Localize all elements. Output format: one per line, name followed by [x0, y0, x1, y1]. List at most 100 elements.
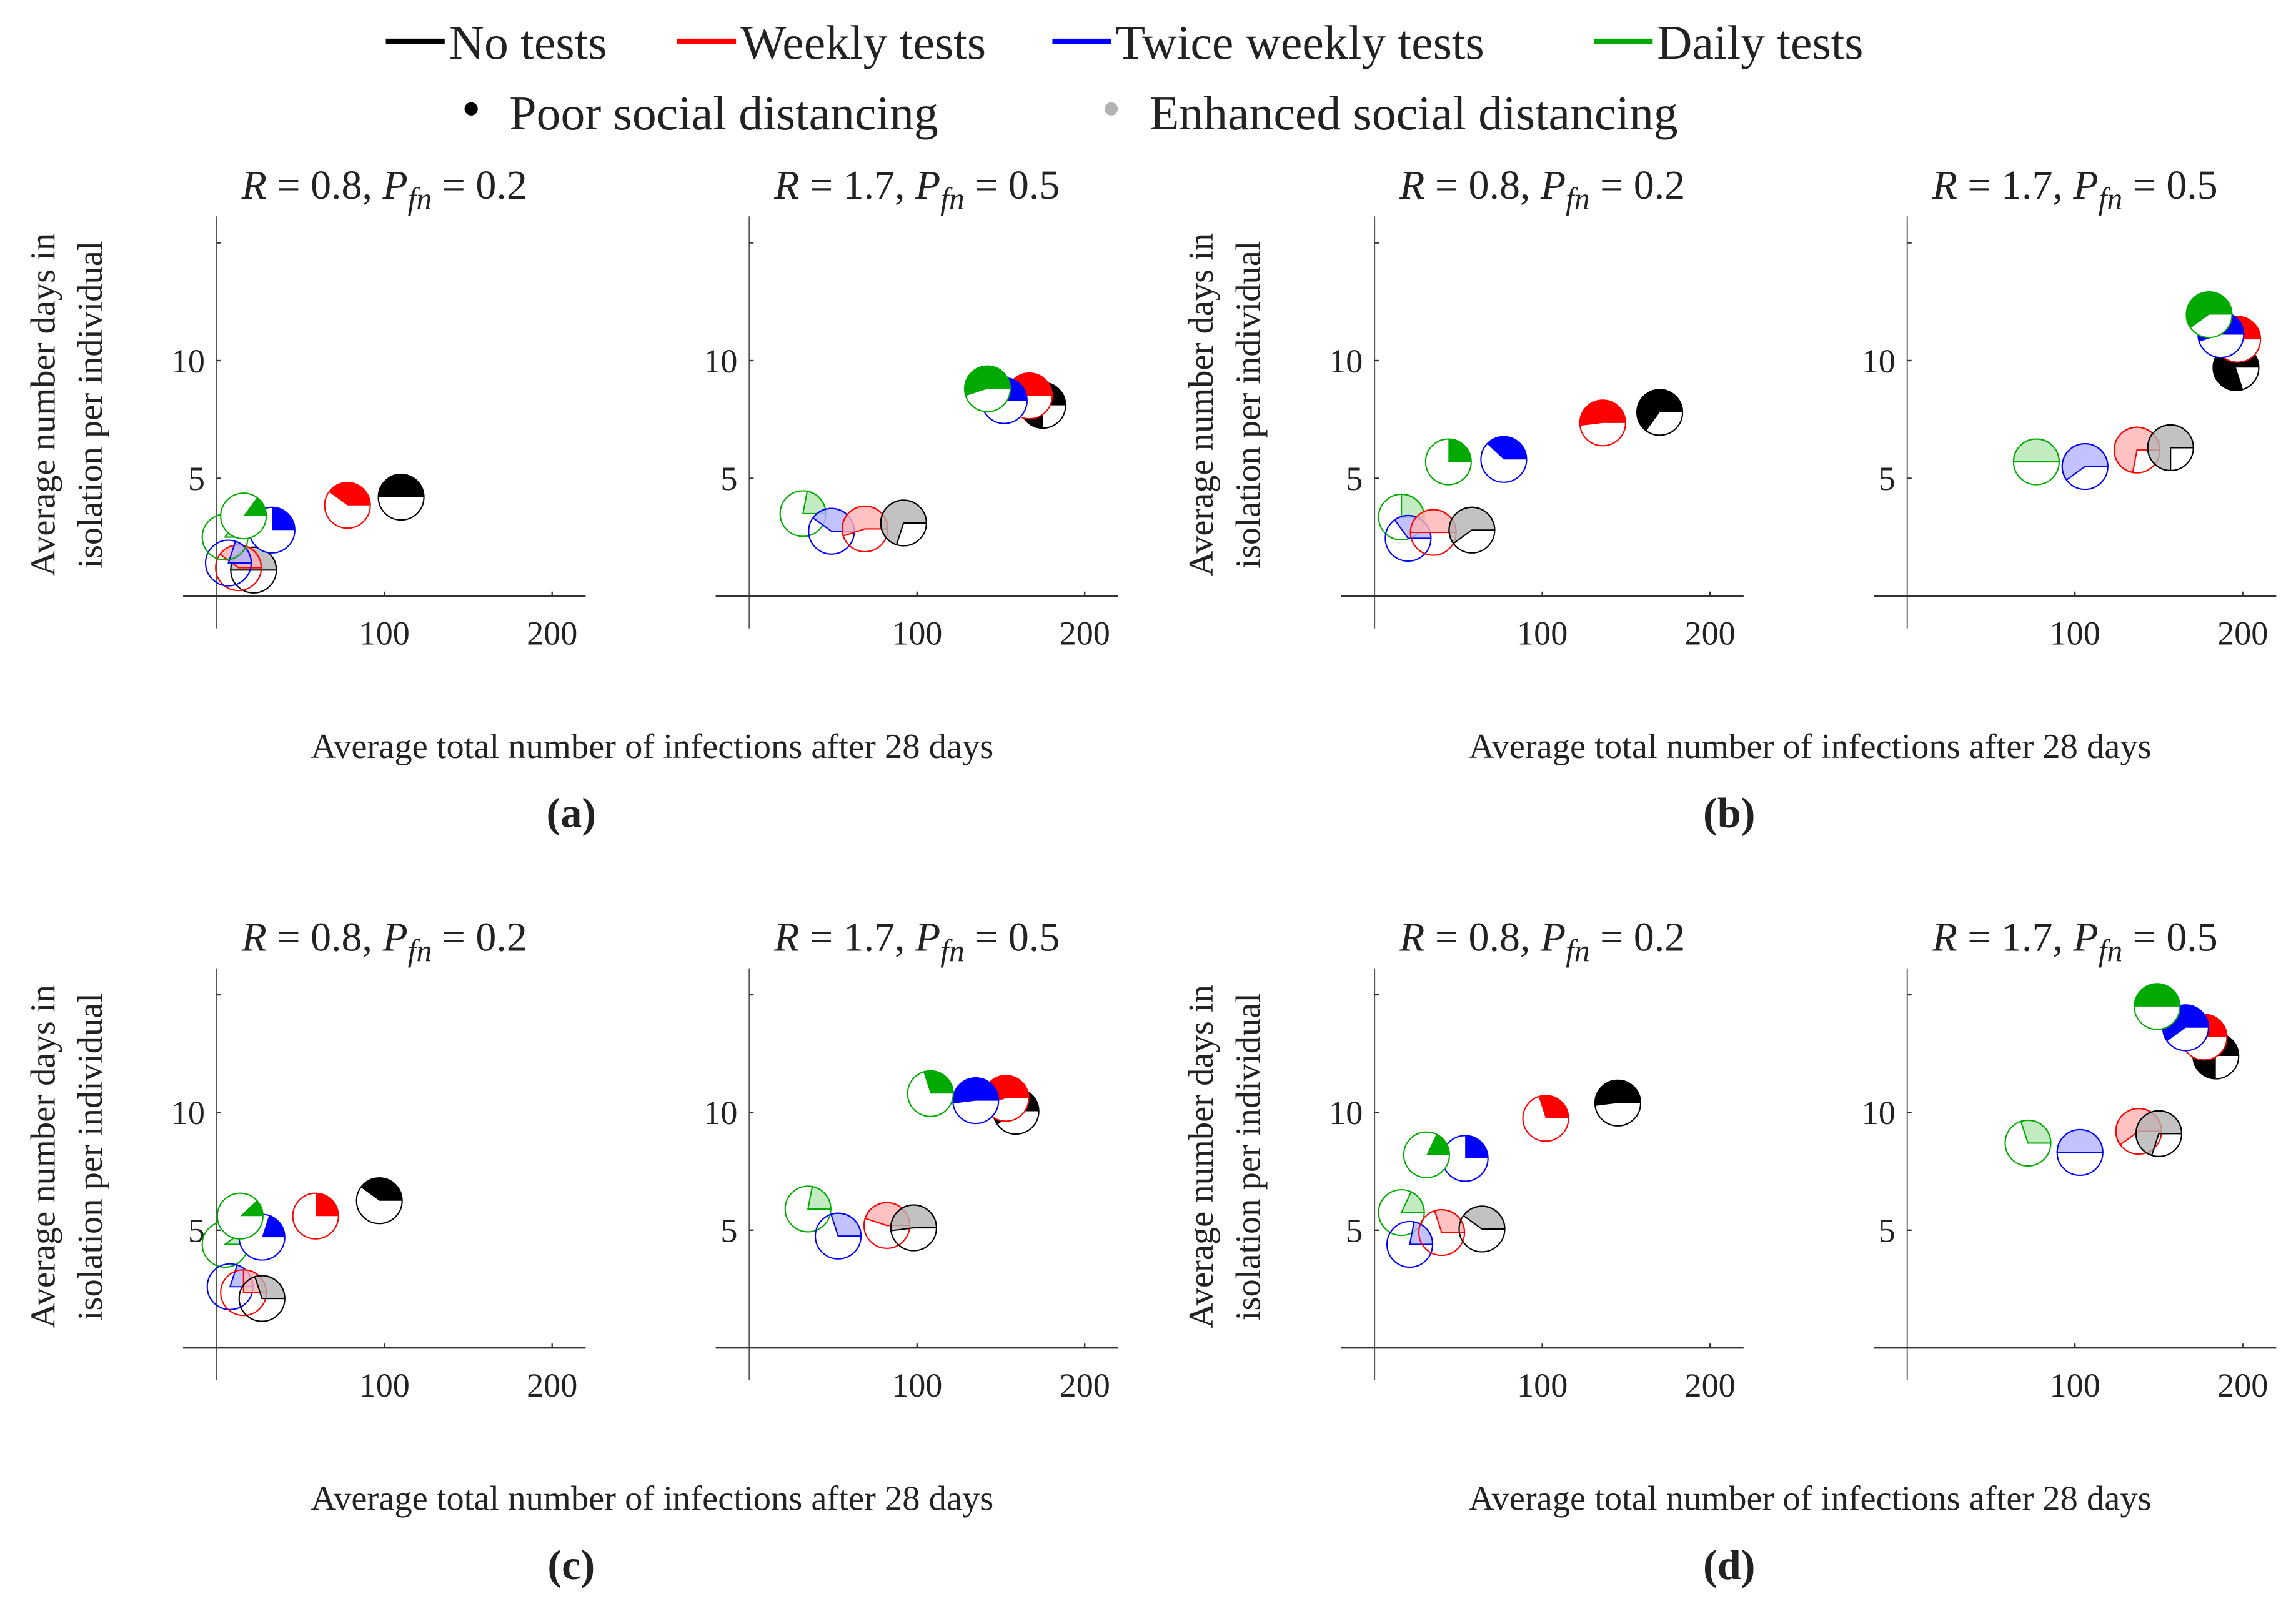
y-tick-label: 10 — [1862, 342, 1896, 380]
marker-wedge — [1448, 439, 1471, 462]
title-p-value: = 0.2 — [432, 162, 527, 208]
title-p-value: = 0.2 — [1590, 162, 1686, 208]
marker-wedge — [1538, 1095, 1569, 1118]
title-r: R — [1399, 914, 1424, 960]
marker-daily-tests-poor — [220, 492, 267, 540]
x-tick-label: 200 — [1060, 615, 1110, 652]
y-tick-label: 10 — [1862, 1094, 1896, 1132]
y-tick-label: 10 — [703, 342, 737, 380]
y-tick-label: 10 — [1329, 1094, 1363, 1132]
marker-wedge — [262, 1215, 285, 1238]
marker-no-tests-enhanced — [2147, 424, 2194, 471]
legend: No tests Weekly tests Twice weekly tests Da… — [385, 16, 1864, 140]
subfigure-label: (d) — [1703, 1541, 1755, 1588]
marker-wedge — [1462, 1205, 1506, 1230]
subplot: R = 1.7, Pfn = 0.5 5 10 100 200 — [1862, 162, 2277, 652]
y-axis-label-line: Average number days in — [24, 233, 63, 577]
marker-no-tests-enhanced — [1458, 1205, 1506, 1253]
figure-c: Average number days in isolation per indi… — [24, 914, 1118, 1588]
title-p-subscript: fn — [2099, 181, 2122, 216]
subplot: R = 0.8, Pfn = 0.2 5 10 100 200 — [171, 162, 586, 652]
y-axis-label-line: isolation per individual — [71, 993, 110, 1320]
legend-label-tests: Daily tests — [1657, 16, 1863, 69]
y-axis-label-line: Average number days in — [24, 985, 63, 1328]
marker-no-tests-poor — [377, 473, 425, 521]
subplot: R = 1.7, Pfn = 0.5 5 10 100 200 — [1862, 914, 2277, 1404]
marker-daily-tests-poor — [216, 1192, 264, 1240]
title-r: R — [1932, 162, 1957, 208]
marker-wedge — [1579, 400, 1626, 426]
subfigure-label: (c) — [547, 1541, 595, 1588]
title-p: P — [382, 162, 407, 208]
y-tick-label: 5 — [1346, 460, 1363, 497]
marker-daily-tests-poor — [963, 365, 1011, 412]
marker-wedge — [807, 1185, 832, 1210]
marker-wedge — [243, 497, 267, 516]
subplot-title: R = 1.7, Pfn = 0.5 — [773, 162, 1060, 216]
x-axis-label: Average total number of infections after… — [1469, 1479, 2152, 1518]
title-r-value: = 0.8, — [267, 162, 383, 208]
marker-wedge — [2061, 443, 2109, 481]
x-tick-label: 100 — [892, 1367, 942, 1404]
x-tick-label: 200 — [1060, 1367, 1110, 1404]
x-axis-label: Average total number of infections after… — [1469, 727, 2152, 766]
marker-wedge — [1409, 1221, 1434, 1245]
marker-wedge — [923, 1070, 953, 1094]
marker-daily-tests-enhanced — [2012, 438, 2060, 486]
subplot-title: R = 0.8, Pfn = 0.2 — [241, 914, 527, 967]
x-tick-label: 100 — [2050, 615, 2100, 652]
marker-no-tests-poor — [1594, 1079, 1642, 1127]
marker-wedge — [880, 499, 927, 546]
title-r: R — [773, 162, 799, 208]
title-p: P — [1540, 162, 1566, 208]
marker-wedge — [2134, 984, 2180, 1007]
y-tick-label: 5 — [1346, 1212, 1363, 1250]
title-r-value: = 0.8, — [1424, 162, 1541, 208]
title-p-subscript: fn — [408, 934, 432, 968]
title-p-subscript: fn — [2099, 934, 2122, 968]
x-tick-label: 200 — [1685, 1367, 1736, 1404]
x-tick-label: 100 — [359, 615, 410, 652]
marker-wedge — [378, 474, 424, 497]
legend-dot-1 — [1105, 102, 1118, 116]
marker-weekly-tests-poor — [1522, 1095, 1569, 1142]
legend-dot-0 — [464, 102, 478, 116]
marker-twice-weekly-tests-enhanced — [1386, 1220, 1434, 1268]
marker-wedge — [2020, 1119, 2052, 1144]
marker-twice-weekly-tests-enhanced — [2056, 1128, 2104, 1177]
y-tick-label: 5 — [188, 460, 205, 497]
y-axis-label: Average number days in isolation per indi… — [1182, 233, 1268, 577]
marker-no-tests-enhanced — [880, 499, 927, 547]
marker-wedge — [1465, 1135, 1488, 1158]
marker-circle — [216, 1192, 264, 1240]
y-tick-label: 5 — [720, 460, 737, 497]
subplot-title: R = 0.8, Pfn = 0.2 — [241, 162, 527, 216]
legend-label-distancing: Enhanced social distancing — [1150, 86, 1678, 140]
marker-weekly-tests-poor — [1579, 399, 1626, 447]
marker-weekly-tests-poor — [324, 482, 371, 529]
title-r: R — [241, 914, 267, 960]
figure-d: Average number days in isolation per indi… — [1182, 914, 2277, 1588]
title-p-subscript: fn — [940, 181, 964, 216]
x-tick-label: 100 — [1517, 615, 1568, 652]
title-r: R — [773, 914, 799, 960]
y-axis-label-line: isolation per individual — [71, 241, 110, 569]
x-tick-label: 100 — [892, 615, 942, 652]
marker-daily-tests-enhanced — [784, 1185, 832, 1233]
subplot-title: R = 1.7, Pfn = 0.5 — [773, 914, 1060, 967]
title-p-subscript: fn — [1566, 181, 1589, 216]
plots: Average number days in isolation per indi… — [24, 162, 2277, 1588]
marker-no-tests-enhanced — [890, 1204, 937, 1252]
marker-wedge — [240, 1200, 263, 1217]
marker-wedge — [254, 1275, 286, 1300]
marker-daily-tests-enhanced — [1378, 1188, 1425, 1237]
marker-no-tests-poor — [355, 1177, 403, 1225]
legend-label-distancing: Poor social distancing — [509, 86, 938, 140]
marker-weekly-tests-enhanced — [1409, 509, 1457, 556]
marker-wedge — [329, 482, 370, 506]
subplot-title: R = 0.8, Pfn = 0.2 — [1399, 914, 1685, 967]
title-p-subscript: fn — [1566, 934, 1589, 968]
title-p-subscript: fn — [940, 934, 964, 968]
marker-daily-tests-enhanced — [2004, 1119, 2052, 1167]
y-axis-label-line: isolation per individual — [1229, 993, 1268, 1320]
